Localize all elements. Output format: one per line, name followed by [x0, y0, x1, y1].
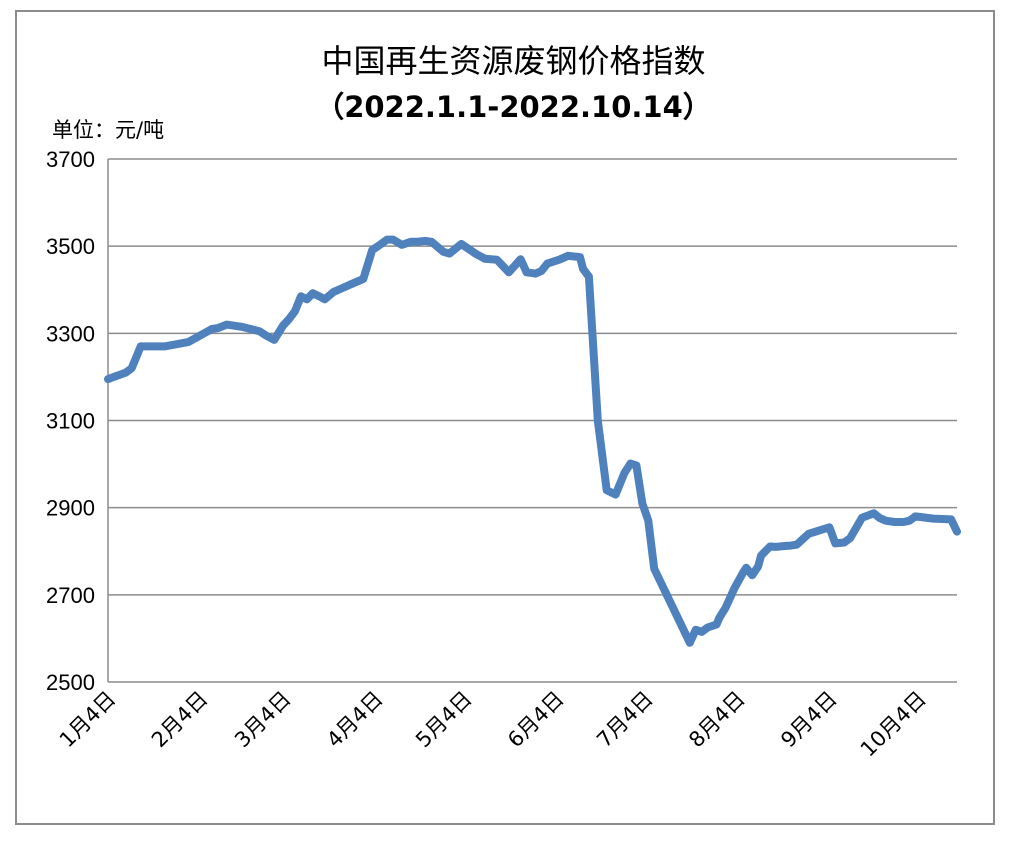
y-tick-label: 2500: [46, 670, 95, 695]
chart-subtitle: （2022.1.1-2022.10.14）: [315, 90, 712, 124]
y-tick-label: 3300: [46, 321, 95, 346]
x-tick-label: 10月4日: [856, 687, 931, 762]
series-line: [104, 235, 961, 647]
y-tick-label: 2700: [46, 583, 95, 608]
x-tick-label: 9月4日: [776, 687, 842, 753]
chart-title: 中国再生资源废钢价格指数: [321, 42, 706, 80]
x-tick-label: 6月4日: [503, 687, 569, 753]
chart-frame: [15, 10, 995, 825]
x-tick-label: 2月4日: [147, 687, 213, 753]
x-tick-label: 3月4日: [230, 687, 296, 753]
unit-label: 单位：元/吨: [52, 118, 165, 142]
y-tick-label: 3700: [46, 147, 95, 172]
y-tick-label: 2900: [46, 496, 95, 521]
y-tick-label: 3100: [46, 409, 95, 434]
x-tick-label: 7月4日: [592, 687, 658, 753]
x-tick-label: 1月4日: [55, 687, 121, 753]
x-tick-label: 4月4日: [322, 687, 388, 753]
x-tick-label: 5月4日: [411, 687, 477, 753]
y-tick-label: 3500: [46, 234, 95, 259]
x-tick-label: 8月4日: [684, 687, 750, 753]
